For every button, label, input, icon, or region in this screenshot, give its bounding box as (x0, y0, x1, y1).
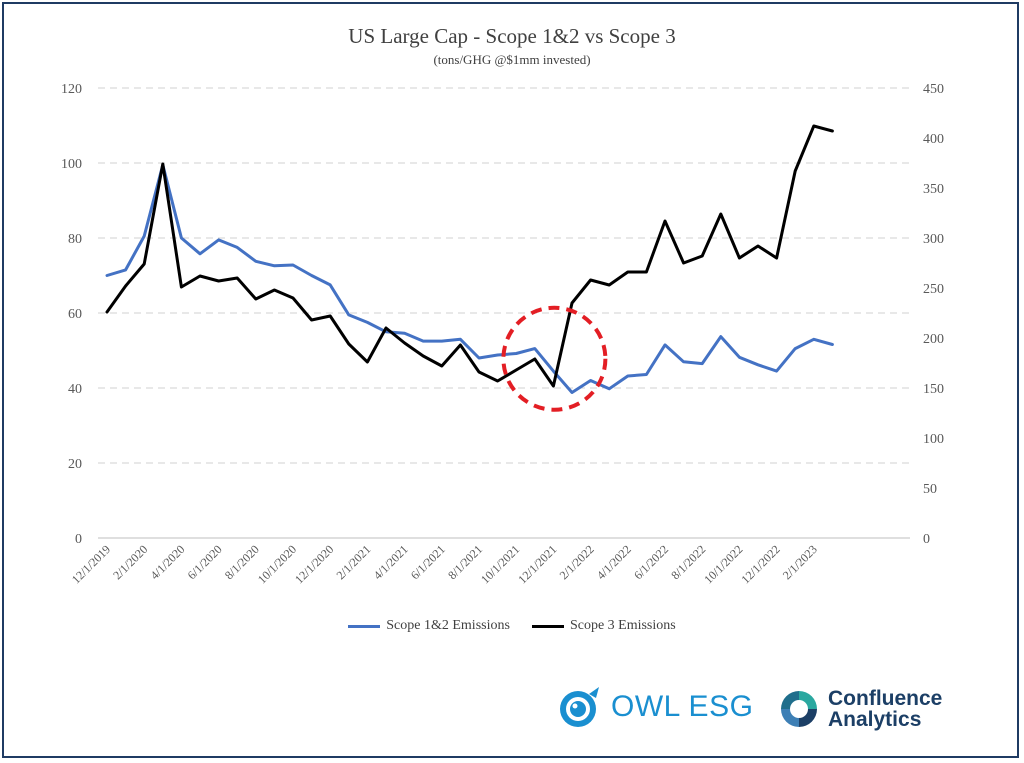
right-y-tick-label: 350 (923, 182, 944, 197)
x-tick-label: 6/1/2021 (408, 542, 448, 582)
legend-item-scope12: Scope 1&2 Emissions (348, 618, 510, 634)
legend-swatch-scope12 (348, 624, 381, 628)
right-y-tick-label: 150 (923, 382, 944, 397)
right-y-tick-label: 300 (923, 232, 944, 247)
x-tick-label: 10/1/2021 (478, 542, 522, 586)
legend-label-scope3: Scope 3 Emissions (569, 618, 676, 633)
x-tick-label: 10/1/2022 (701, 542, 745, 586)
x-tick-label: 2/1/2021 (333, 542, 373, 582)
x-tick-label: 12/1/2019 (69, 542, 113, 586)
owl-esg-text: OWL ESG (611, 690, 754, 723)
left-y-tick-label: 20 (68, 457, 82, 472)
x-axis: 12/1/20192/1/20204/1/20206/1/20208/1/202… (69, 542, 820, 586)
confluence-icon (781, 691, 817, 727)
x-tick-label: 2/1/2023 (780, 542, 820, 582)
left-y-tick-label: 0 (75, 532, 82, 547)
left-y-tick-label: 40 (68, 382, 82, 397)
right-y-axis: 0 50 100 150 200 250 300 350 400 450 (923, 82, 944, 547)
x-tick-label: 12/1/2022 (738, 542, 782, 586)
right-y-tick-label: 200 (923, 332, 944, 347)
right-y-tick-label: 50 (923, 482, 937, 497)
confluence-logo: Confluence Analytics (778, 688, 942, 730)
right-y-tick-label: 400 (923, 132, 944, 147)
x-tick-label: 12/1/2020 (292, 542, 336, 586)
x-tick-label: 4/1/2021 (371, 542, 411, 582)
right-y-tick-label: 450 (923, 82, 944, 97)
owl-eye-icon (560, 687, 599, 727)
legend-swatch-scope3 (531, 624, 564, 628)
x-tick-label: 12/1/2021 (515, 542, 559, 586)
chart-subtitle: (tons/GHG @$1mm invested) (433, 52, 591, 67)
confluence-text-line1: Confluence (828, 687, 943, 710)
legend-label-scope12: Scope 1&2 Emissions (386, 618, 510, 633)
series-line-scope12 (105, 163, 834, 394)
legend-item-scope3: Scope 3 Emissions (531, 618, 676, 634)
series-line-scope3 (105, 124, 834, 388)
confluence-text-line2: Analytics (828, 708, 922, 731)
left-y-tick-label: 100 (61, 157, 82, 172)
chart-legend: Scope 1&2 Emissions Scope 3 Emissions (0, 618, 1024, 634)
x-tick-label: 4/1/2020 (147, 542, 187, 582)
left-y-tick-label: 80 (68, 232, 82, 247)
x-tick-label: 2/1/2022 (557, 542, 597, 582)
right-y-tick-label: 250 (923, 282, 944, 297)
right-y-tick-label: 0 (923, 532, 930, 547)
x-tick-label: 4/1/2022 (594, 542, 634, 582)
series-lines (105, 124, 834, 394)
annotation-circle (501, 305, 608, 412)
right-y-tick-label: 100 (923, 432, 944, 447)
x-tick-label: 6/1/2022 (631, 542, 671, 582)
confluence-text: Confluence Analytics (828, 688, 942, 730)
left-y-tick-label: 60 (68, 307, 82, 322)
owl-esg-logo: OWL ESG (557, 684, 753, 730)
annotations (501, 305, 608, 412)
left-y-tick-label: 120 (61, 82, 82, 97)
x-tick-label: 10/1/2020 (255, 542, 299, 586)
x-tick-label: 6/1/2020 (185, 542, 225, 582)
x-tick-label: 2/1/2020 (110, 542, 150, 582)
left-y-axis: 0 20 40 60 80 100 120 (61, 82, 82, 547)
gridlines (98, 87, 910, 539)
chart-title: US Large Cap - Scope 1&2 vs Scope 3 (348, 24, 676, 48)
